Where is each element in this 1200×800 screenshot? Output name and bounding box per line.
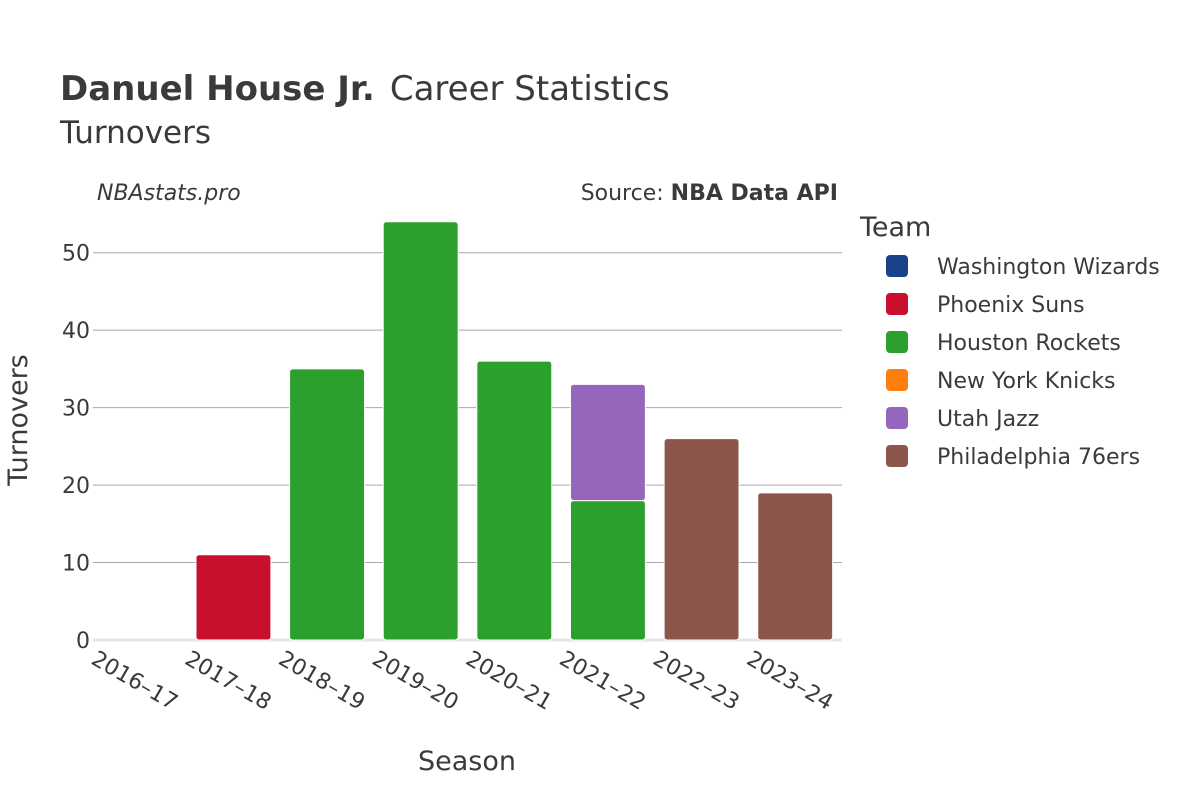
chart-title: Danuel House Jr. Career Statistics <box>60 69 670 109</box>
legend-label: New York Knicks <box>937 369 1116 394</box>
x-tick-label: 2016–17 <box>87 647 182 716</box>
source-value: NBA Data API <box>671 181 838 206</box>
legend-title: Team <box>859 212 931 243</box>
bar-phoenix-suns <box>195 554 272 641</box>
x-axis-title: Season <box>418 746 516 777</box>
legend-swatch <box>886 369 908 391</box>
bar-houston-rockets <box>382 221 459 641</box>
legend: Team Washington Wizards Phoenix Suns Houst… <box>859 212 1160 470</box>
source-text: Source: NBA Data API <box>581 181 838 206</box>
bar-philadelphia-76ers <box>663 438 740 641</box>
legend-swatch <box>886 331 908 353</box>
x-tick-label: 2018–19 <box>274 647 369 716</box>
legend-label: Utah Jazz <box>937 407 1039 432</box>
x-tick-label: 2020–21 <box>461 647 556 716</box>
x-tick-labels: 2016–172017–182018–192019–202020–212021–… <box>87 647 837 716</box>
y-tick-labels: 0 10 20 30 40 50 <box>62 242 90 654</box>
legend-label: Phoenix Suns <box>937 293 1085 318</box>
legend-swatch <box>886 293 908 315</box>
chart-subtitle: Turnovers <box>59 115 211 151</box>
x-tick-label: 2022–23 <box>649 647 744 716</box>
legend-label: Houston Rockets <box>937 331 1121 356</box>
watermark-text: NBAstats.pro <box>97 181 241 206</box>
x-tick-label: 2019–20 <box>368 647 463 716</box>
bar-utah-jazz <box>569 383 646 502</box>
y-tick-label: 30 <box>62 397 90 422</box>
bar-philadelphia-76ers <box>757 492 834 641</box>
legend-swatch <box>886 445 908 467</box>
legend-label: Philadelphia 76ers <box>937 445 1140 470</box>
y-tick-label: 40 <box>62 319 90 344</box>
source-label: Source: <box>581 181 671 206</box>
x-tick-label: 2021–22 <box>555 647 650 716</box>
x-tick-label: 2017–18 <box>180 647 275 716</box>
legend-swatch <box>886 407 908 429</box>
y-axis-title: Turnovers <box>3 354 34 487</box>
chart-title-player: Danuel House Jr. <box>60 69 375 109</box>
bar-houston-rockets <box>289 368 366 641</box>
chart-title-rest: Career Statistics <box>390 69 670 109</box>
bar-houston-rockets <box>569 500 646 641</box>
y-tick-label: 20 <box>62 474 90 499</box>
x-tick-label: 2023–24 <box>742 647 837 716</box>
y-tick-label: 10 <box>62 552 90 577</box>
legend-swatch <box>886 255 908 277</box>
y-tick-label: 0 <box>76 629 90 654</box>
y-tick-label: 50 <box>62 242 90 267</box>
bars <box>195 221 834 641</box>
bar-houston-rockets <box>476 360 553 641</box>
legend-label: Washington Wizards <box>937 255 1160 280</box>
